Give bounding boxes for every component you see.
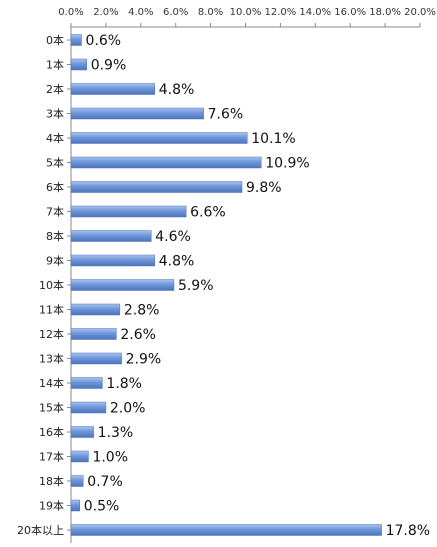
bar — [70, 401, 107, 414]
bar — [70, 230, 152, 242]
category-label: 7本 — [46, 205, 64, 219]
data-label: 2.0% — [110, 401, 146, 417]
category-label: 8本 — [46, 229, 64, 243]
bar — [70, 475, 84, 487]
data-label: 10.1% — [251, 131, 295, 147]
data-label: 4.8% — [159, 82, 195, 98]
data-label: 0.6% — [85, 33, 121, 49]
x-axis: 0.0% 2.0% 4.0% 6.0% 8.0% 10.0% 12.0% 14.0% 16.0%… — [58, 7, 436, 28]
data-label: 9.8% — [246, 180, 282, 196]
x-tick-label: 6.0% — [163, 7, 188, 18]
bar — [70, 83, 156, 95]
data-label: 0.7% — [87, 474, 123, 490]
x-tick-label: 4.0% — [128, 7, 153, 18]
category-label: 3本 — [46, 107, 64, 121]
category-label: 4本 — [46, 131, 64, 145]
bar — [70, 328, 117, 340]
category-label: 15本 — [39, 401, 64, 415]
category-label: 12本 — [39, 327, 64, 341]
bar — [70, 156, 262, 169]
bar — [70, 205, 187, 218]
category-label: 16本 — [39, 425, 64, 439]
category-label: 2本 — [46, 82, 64, 96]
data-label: 2.6% — [120, 327, 156, 343]
bar — [70, 524, 382, 536]
data-labels: 0.6% 0.9% 4.8% 7.6% 10.1% 10.9% 9.8% 6.6% 4.6% 4.… — [84, 33, 430, 539]
data-label: 2.8% — [124, 303, 160, 319]
bar — [70, 254, 156, 267]
bar — [70, 34, 82, 46]
bar — [70, 58, 87, 71]
data-label: 4.8% — [159, 254, 195, 270]
category-label: 17本 — [39, 450, 64, 464]
bars — [70, 34, 382, 536]
data-label: 0.9% — [91, 58, 127, 74]
x-tick-label: 2.0% — [93, 7, 118, 18]
data-label: 1.0% — [92, 450, 128, 466]
category-label: 10本 — [39, 278, 64, 292]
bar — [70, 352, 122, 365]
data-label: 7.6% — [208, 107, 244, 123]
x-tick-label: 14.0% — [299, 7, 331, 18]
bar — [70, 499, 80, 512]
x-tick-label: 0.0% — [58, 7, 83, 18]
x-tick-label: 10.0% — [230, 7, 262, 18]
x-tick-label: 20.0% — [404, 7, 436, 18]
data-label: 10.9% — [265, 156, 309, 172]
x-tick-label: 12.0% — [265, 7, 297, 18]
data-label: 4.6% — [155, 229, 191, 245]
category-label: 1本 — [46, 58, 64, 72]
data-label: 6.6% — [190, 205, 226, 221]
bar — [70, 107, 204, 120]
x-tick-label: 18.0% — [369, 7, 401, 18]
category-label: 13本 — [39, 352, 64, 366]
category-label: 5本 — [46, 156, 64, 170]
data-label: 2.9% — [126, 352, 162, 368]
bar — [70, 132, 248, 144]
category-label: 6本 — [46, 180, 64, 194]
bar — [70, 426, 94, 438]
bar — [70, 303, 121, 316]
data-label: 5.9% — [178, 278, 214, 294]
data-label: 1.3% — [98, 425, 134, 441]
category-label: 14本 — [39, 376, 64, 390]
bar — [70, 181, 243, 193]
bar — [70, 279, 175, 291]
data-label: 0.5% — [84, 499, 120, 515]
category-label: 19本 — [39, 499, 64, 513]
category-label: 18本 — [39, 474, 64, 488]
category-label: 0本 — [46, 33, 64, 47]
data-label: 1.8% — [106, 376, 142, 392]
x-tick-label: 16.0% — [334, 7, 366, 18]
category-label: 11本 — [39, 303, 64, 317]
x-tick-label: 8.0% — [198, 7, 223, 18]
data-label: 17.8% — [386, 523, 430, 539]
category-label: 20本以上 — [17, 523, 64, 537]
bar — [70, 450, 89, 463]
category-label: 9本 — [46, 254, 64, 268]
bar — [70, 377, 103, 389]
y-axis: 0本 1本 2本 3本 4本 5本 6本 7本 8本 9本 10本 11本 12本 13本 14本 15本 16… — [17, 27, 72, 543]
